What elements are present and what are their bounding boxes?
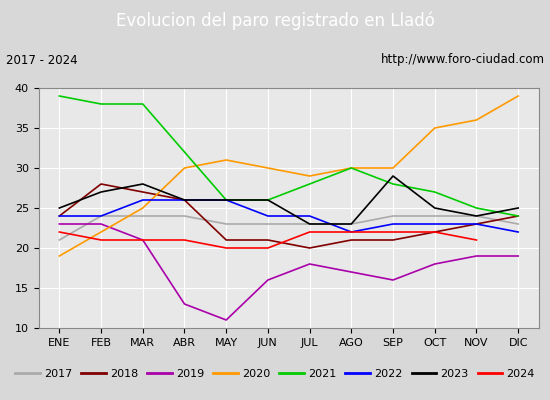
Text: http://www.foro-ciudad.com: http://www.foro-ciudad.com xyxy=(381,54,544,66)
Legend: 2017, 2018, 2019, 2020, 2021, 2022, 2023, 2024: 2017, 2018, 2019, 2020, 2021, 2022, 2023… xyxy=(11,364,539,384)
Text: 2017 - 2024: 2017 - 2024 xyxy=(6,54,77,66)
Text: Evolucion del paro registrado en Lladó: Evolucion del paro registrado en Lladó xyxy=(116,12,435,30)
